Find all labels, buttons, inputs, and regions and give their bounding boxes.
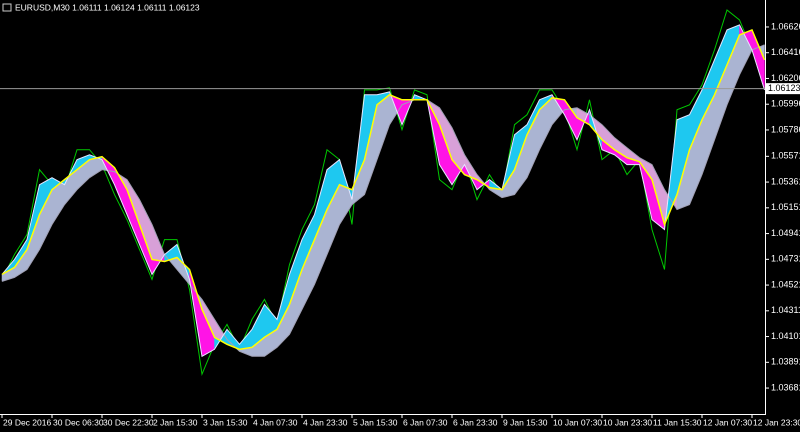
x-tick-label: 29 Dec 2016 bbox=[3, 417, 51, 427]
x-tick-label: 10 Jan 23:30 bbox=[603, 417, 652, 427]
symbol-icon bbox=[2, 3, 12, 12]
x-tick-label: 6 Jan 07:30 bbox=[403, 417, 448, 427]
x-tick-label: 3 Jan 15:30 bbox=[203, 417, 248, 427]
x-tick-label: 6 Jan 23:30 bbox=[453, 417, 498, 427]
x-tick-label: 9 Jan 15:30 bbox=[503, 417, 548, 427]
y-tick-label: 1.05786 bbox=[771, 124, 800, 134]
y-tick-label: 1.03681 bbox=[771, 382, 800, 392]
series-line bbox=[1, 28, 766, 351]
series-line bbox=[1, 24, 765, 358]
x-tick-label: 4 Jan 07:30 bbox=[253, 417, 298, 427]
x-tick-label: 12 Jan 23:30 bbox=[753, 417, 800, 427]
x-tick-label: 4 Jan 23:30 bbox=[303, 417, 348, 427]
x-tick-label: 30 Dec 06:30 bbox=[53, 417, 104, 427]
x-tick-label: 10 Jan 07:30 bbox=[553, 417, 602, 427]
x-tick-label: 30 Dec 22:30 bbox=[103, 417, 154, 427]
current-price-label: 1.06123 bbox=[768, 83, 800, 93]
current-price-box bbox=[766, 83, 800, 95]
y-tick-label: 1.05996 bbox=[771, 99, 800, 109]
series-line bbox=[1, 44, 765, 357]
x-tick-label: 11 Jan 15:30 bbox=[653, 417, 702, 427]
chart-title: EURUSD,M30 1.06111 1.06124 1.06111 1.061… bbox=[15, 2, 200, 12]
y-tick-label: 1.04311 bbox=[771, 305, 800, 315]
plot-area bbox=[1, 9, 766, 377]
x-tick-label: 2 Jan 15:30 bbox=[153, 417, 198, 427]
x-tick-label: 5 Jan 15:30 bbox=[353, 417, 398, 427]
y-tick-label: 1.06416 bbox=[771, 47, 800, 57]
x-tick-label: 12 Jan 07:30 bbox=[703, 417, 752, 427]
y-tick-label: 1.06206 bbox=[771, 73, 800, 83]
y-tick-label: 1.06626 bbox=[771, 21, 800, 31]
